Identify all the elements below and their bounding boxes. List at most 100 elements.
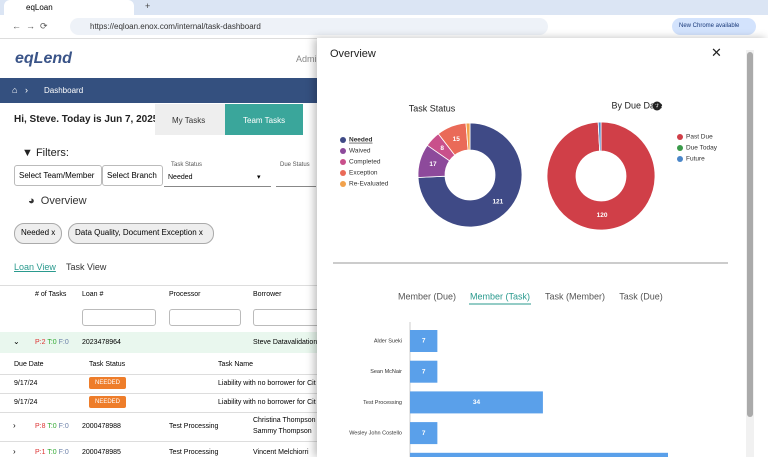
count: F:0 bbox=[58, 449, 69, 456]
view-tab[interactable]: Loan View bbox=[14, 262, 56, 272]
legend-swatch bbox=[340, 137, 346, 143]
browser-tab[interactable] bbox=[4, 0, 134, 15]
loan: 2000478988 bbox=[82, 423, 121, 430]
new-tab[interactable]: + bbox=[145, 1, 151, 11]
filter-input[interactable] bbox=[169, 309, 241, 326]
overlay-tab[interactable]: Task (Due) bbox=[619, 291, 663, 301]
legend-swatch bbox=[340, 159, 346, 165]
filters-text: Filters: bbox=[35, 147, 69, 159]
due-date: 9/17/24 bbox=[14, 399, 38, 406]
chart-title: Task Status bbox=[409, 103, 456, 113]
filters-title: ▼ Filters: bbox=[22, 147, 69, 159]
bar-label: 7 bbox=[422, 430, 426, 437]
tab: Team Tasks bbox=[243, 116, 286, 125]
address-bar[interactable] bbox=[70, 18, 548, 35]
overlay-tab[interactable]: Task (Member) bbox=[545, 291, 605, 301]
chip: Needed x bbox=[21, 228, 56, 237]
help-icon[interactable] bbox=[652, 101, 662, 111]
table-header: Processor bbox=[169, 291, 201, 298]
legend-label: Needed bbox=[349, 137, 373, 144]
nav-buttons[interactable]: ← → ⟳ bbox=[12, 21, 48, 31]
row-bg[interactable] bbox=[0, 332, 320, 353]
counts: P:8 T:0 F:0 bbox=[35, 423, 69, 430]
update-pill[interactable] bbox=[672, 18, 756, 35]
filter-button: Select Branch bbox=[107, 171, 157, 180]
chip-bg[interactable] bbox=[14, 223, 62, 244]
greeting: Hi, Steve. Today is Jun 7, 2025 bbox=[14, 114, 159, 125]
count: P:1 bbox=[35, 449, 46, 456]
select[interactable] bbox=[164, 166, 271, 187]
logo[interactable]: eqLend bbox=[15, 50, 72, 67]
row-toggle[interactable]: ⌄ bbox=[13, 337, 20, 346]
sub-header: Task Name bbox=[218, 361, 254, 368]
task-name: Liability with no borrower for Cit bbox=[218, 399, 316, 406]
legend-label: Exception bbox=[349, 170, 378, 177]
bar-label: 34 bbox=[473, 399, 481, 406]
status-badge: NEEDED bbox=[89, 377, 127, 389]
legend-label: Waived bbox=[349, 148, 371, 155]
overlay-panel: Overview ✕ ? Task Status 121 Needed 17 Waive… bbox=[317, 38, 768, 457]
legend-swatch bbox=[340, 181, 346, 187]
count: F:0 bbox=[58, 339, 69, 346]
bar-label: 7 bbox=[422, 338, 426, 345]
row-toggle[interactable]: › bbox=[13, 421, 16, 430]
count: T:0 bbox=[47, 423, 57, 430]
legend-swatch bbox=[340, 148, 346, 154]
counts: P:2 T:0 F:0 bbox=[35, 339, 69, 346]
tab-active-bg[interactable] bbox=[225, 104, 303, 135]
tab-bg[interactable] bbox=[155, 104, 225, 135]
category-label: Test Processing bbox=[363, 400, 402, 406]
legend-label: Past Due bbox=[686, 134, 713, 141]
status-badge: NEEDED bbox=[89, 396, 127, 408]
legend-swatch bbox=[677, 145, 683, 151]
bar-label: 7 bbox=[422, 368, 426, 375]
category-label: Wesley John Costello bbox=[349, 431, 402, 437]
table-header: # of Tasks bbox=[35, 291, 67, 298]
update-button: New Chrome available bbox=[679, 23, 740, 29]
borrower: Steve Datavalidation bbox=[253, 339, 318, 346]
breadcrumb[interactable]: Dashboard bbox=[44, 86, 84, 95]
legend-label: Due Today bbox=[686, 145, 718, 152]
slice-label: 120 bbox=[597, 212, 608, 219]
divider bbox=[0, 285, 320, 286]
divider bbox=[0, 374, 320, 375]
help-icon-mark: ? bbox=[655, 103, 659, 110]
user-menu[interactable]: Admi bbox=[296, 54, 317, 64]
home-icon[interactable]: ⌂ › bbox=[12, 85, 28, 95]
tab-strip bbox=[0, 0, 768, 15]
donut-slice bbox=[465, 122, 471, 151]
donut-slice bbox=[546, 121, 656, 231]
chip: Data Quality, Document Exception x bbox=[75, 228, 203, 237]
category-label: Alder Sueki bbox=[374, 338, 402, 344]
filter-input[interactable] bbox=[253, 309, 323, 326]
select[interactable] bbox=[276, 166, 316, 187]
processor: Test Processing bbox=[169, 423, 219, 430]
slice-label: 8 bbox=[440, 145, 444, 152]
bar bbox=[410, 360, 438, 383]
filter-button-box[interactable] bbox=[14, 165, 102, 186]
scroll-thumb[interactable] bbox=[747, 52, 753, 417]
overlay-tab[interactable]: Member (Task) bbox=[470, 291, 530, 301]
due-date: 9/17/24 bbox=[14, 380, 38, 387]
category-label: Sean McNair bbox=[370, 369, 402, 375]
sub-header: Task Status bbox=[89, 361, 126, 368]
overlay-tab[interactable]: Member (Due) bbox=[398, 291, 456, 301]
counts: P:1 T:0 F:0 bbox=[35, 449, 69, 456]
select-label: Task Status bbox=[171, 162, 203, 168]
select-label: Due Status bbox=[280, 162, 310, 168]
view-tab[interactable]: Task View bbox=[66, 262, 107, 272]
select-caret: ▾ bbox=[257, 174, 261, 181]
chip-bg[interactable] bbox=[68, 223, 214, 244]
filter-input[interactable] bbox=[82, 309, 156, 326]
bar bbox=[410, 422, 438, 445]
filter-button-box[interactable] bbox=[102, 165, 163, 186]
count: P:2 bbox=[35, 339, 46, 346]
table-header: Borrower bbox=[253, 291, 282, 298]
sub-header: Due Date bbox=[14, 361, 44, 368]
overlay-title: Overview bbox=[330, 48, 376, 60]
legend-swatch bbox=[340, 170, 346, 176]
borrower: Christina Thompson bbox=[253, 417, 316, 424]
row-toggle[interactable]: › bbox=[13, 447, 16, 456]
close-button[interactable]: ✕ bbox=[711, 45, 722, 60]
slice-label: 17 bbox=[429, 161, 437, 168]
